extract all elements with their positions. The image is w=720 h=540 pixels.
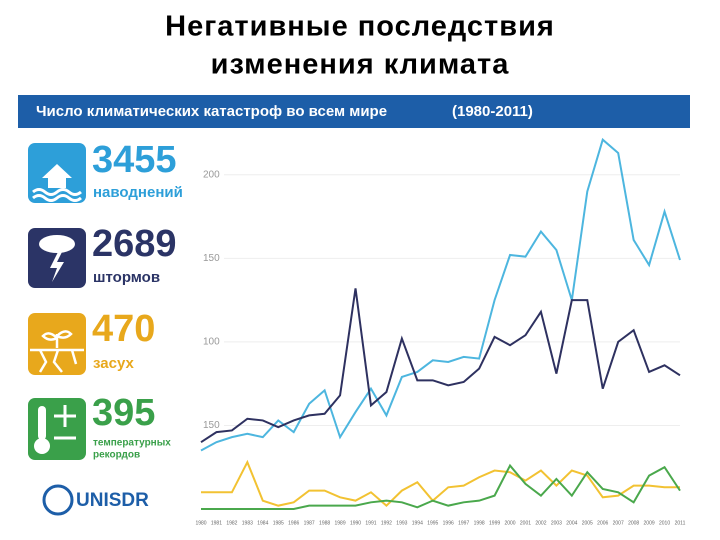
plus-icon	[54, 405, 76, 440]
x-tick-label: 1981	[211, 520, 222, 526]
panel-label: рекордов	[93, 450, 140, 461]
x-tick-label: 2008	[628, 520, 639, 526]
cloud-icon	[39, 235, 75, 253]
panel-label: штормов	[93, 269, 160, 286]
panel-label: температурных	[93, 438, 171, 449]
data-line	[200, 288, 681, 443]
x-tick-label: 1995	[427, 520, 438, 526]
data-line	[201, 463, 681, 510]
x-tick-label: 2001	[520, 520, 531, 526]
slide-title: изменения климата	[211, 49, 510, 81]
x-tick-label: 1982	[226, 520, 237, 526]
x-tick-label: 1992	[381, 520, 392, 526]
x-tick-label: 1986	[288, 520, 299, 526]
y-tick-label: 100	[203, 337, 220, 348]
x-tick-label: 2004	[566, 520, 577, 526]
x-tick-label: 2011	[675, 520, 686, 526]
y-tick-label: 150	[203, 420, 220, 431]
x-tick-label: 1987	[304, 520, 315, 526]
x-tick-label: 2000	[504, 520, 515, 526]
panel-number: 2689	[92, 223, 177, 265]
x-tick-label: 2010	[659, 520, 670, 526]
bolt-icon	[50, 252, 64, 282]
x-tick-label: 1999	[489, 520, 500, 526]
logo-icon	[42, 484, 74, 516]
x-tick-label: 2007	[613, 520, 624, 526]
x-tick-label: 1991	[365, 520, 376, 526]
sprout-icon	[41, 330, 73, 348]
x-tick-label: 1980	[195, 520, 206, 526]
x-tick-label: 1996	[443, 520, 454, 526]
logo: UNISDR	[76, 490, 149, 511]
house-icon	[42, 164, 72, 188]
x-tick-label: 1983	[242, 520, 253, 526]
x-tick-label: 2006	[597, 520, 608, 526]
x-tick-label: 2005	[582, 520, 593, 526]
data-line	[201, 459, 680, 508]
cracks-icon	[30, 348, 84, 373]
x-tick-label: 1994	[412, 520, 423, 526]
y-tick-label: 150	[203, 253, 220, 264]
thermometer-icon	[38, 406, 46, 440]
x-tick-label: 2009	[644, 520, 655, 526]
x-tick-label: 1993	[396, 520, 407, 526]
chart-subtitle: (1980-2011)	[452, 103, 533, 120]
x-tick-label: 1998	[474, 520, 485, 526]
thermometer-bulb	[34, 438, 50, 454]
x-tick-label: 1990	[350, 520, 361, 526]
x-tick-label: 1988	[319, 520, 330, 526]
panel-label: засух	[93, 355, 134, 372]
x-tick-label: 2003	[551, 520, 562, 526]
panel-number: 3455	[92, 139, 177, 181]
panel-number: 395	[92, 392, 155, 434]
y-tick-label: 200	[203, 169, 220, 180]
x-tick-label: 1984	[257, 520, 268, 526]
banner	[18, 95, 690, 128]
panel-number: 470	[92, 308, 155, 350]
x-tick-label: 1989	[335, 520, 346, 526]
x-tick-label: 1985	[273, 520, 284, 526]
chart-title: Число климатических катастроф во всем ми…	[36, 103, 387, 120]
data-line	[200, 137, 681, 452]
slide-title: Негативные последствия	[165, 11, 555, 43]
x-tick-label: 1997	[458, 520, 469, 526]
x-tick-label: 2002	[535, 520, 546, 526]
waves-icon	[32, 188, 82, 202]
panel-label: наводнений	[93, 184, 183, 201]
